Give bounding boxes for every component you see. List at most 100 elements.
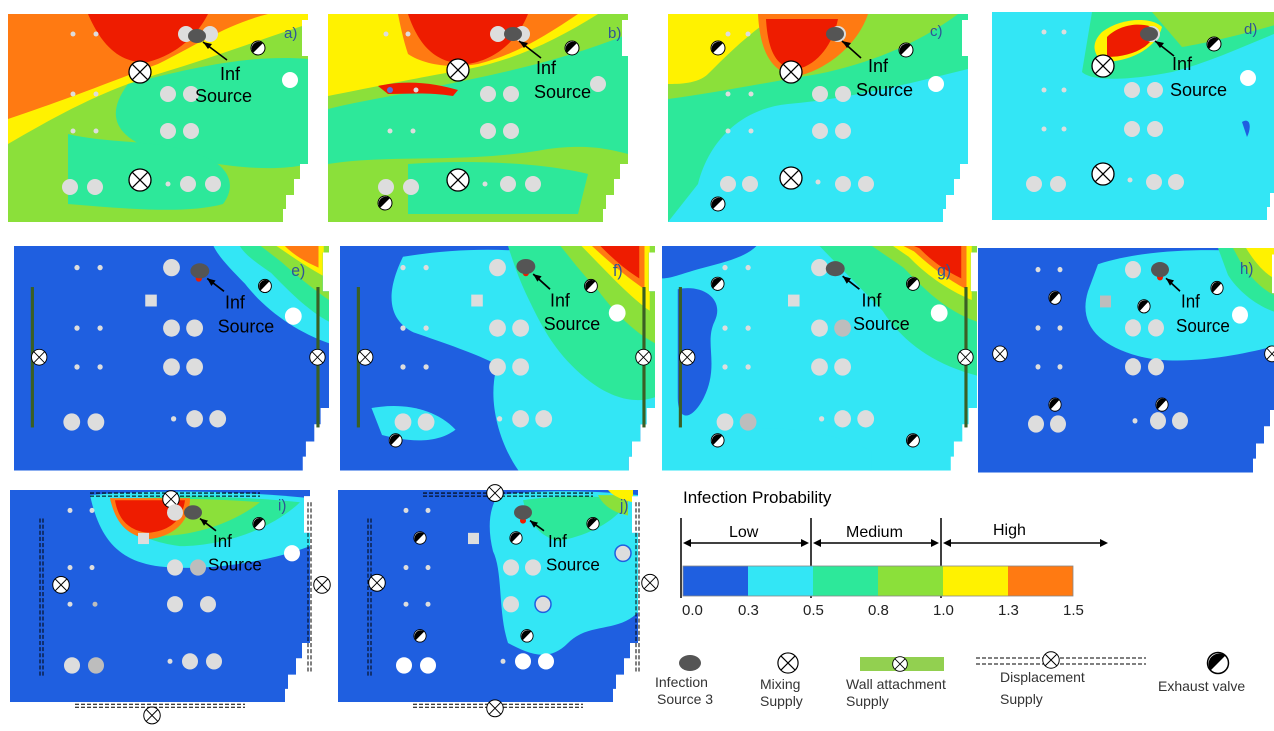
infection-source-icon xyxy=(514,505,532,520)
exhaust-valve-icon xyxy=(564,40,580,56)
legend-wall-line1: Wall attachment xyxy=(846,676,946,692)
colorbar-tick-label: 1.5 xyxy=(1063,602,1084,619)
colorbar-tick-label: 0.3 xyxy=(738,602,759,619)
legend-mixing-line2: Supply xyxy=(760,693,803,709)
source-label-line1: Inf xyxy=(213,531,232,551)
mixing-supply-icon xyxy=(368,573,386,592)
mixing-supply-icon xyxy=(1042,651,1060,669)
source-label-line2: Source xyxy=(544,314,601,334)
colorbar: Infection Probability Low Medium High 0.… xyxy=(680,488,1108,619)
panel-f: Inf Source f) xyxy=(340,246,655,471)
supply-markers xyxy=(63,258,302,431)
mixing-supply-icon xyxy=(992,345,1008,363)
mixing-supply-icon xyxy=(892,656,908,672)
panel-g: Inf Source g) xyxy=(662,246,977,471)
panel-c: Inf Source c) xyxy=(668,14,968,222)
colorbar-title: Infection Probability xyxy=(683,488,832,507)
mixing-supply-icon xyxy=(143,706,161,725)
mixing-supply-icon xyxy=(446,168,470,192)
infection-source-icon xyxy=(190,263,210,279)
panel-label: g) xyxy=(937,263,951,280)
colorbar-cell xyxy=(813,566,878,596)
mixing-supply-icon xyxy=(128,60,152,84)
source-label-line1: Inf xyxy=(1172,54,1193,74)
panel-label: b) xyxy=(608,25,621,42)
exhaust-valve-icon xyxy=(1206,651,1230,675)
infection-source-icon xyxy=(184,505,202,520)
supply-markers xyxy=(394,258,626,431)
exhaust-valve-icon xyxy=(1048,397,1062,412)
contour-map xyxy=(328,14,628,222)
exhaust-valve-icon xyxy=(413,531,427,545)
supply-markers xyxy=(62,26,298,195)
range-arrow-medium xyxy=(813,539,939,547)
panel-j: Inf Source j) xyxy=(338,484,659,718)
contour-map xyxy=(340,246,655,471)
mixing-supply-icon xyxy=(486,699,504,718)
displacement-supply-left xyxy=(367,518,372,676)
source-label-line1: Inf xyxy=(548,531,567,551)
exhaust-valve-icon xyxy=(906,276,920,291)
source-label-line1: Inf xyxy=(225,292,246,312)
source-label-line2: Source xyxy=(853,314,910,334)
displacement-supply-left xyxy=(39,518,44,676)
exhaust-valve-icon xyxy=(584,278,598,294)
panel-label: a) xyxy=(284,25,297,42)
exhaust-valve-icon xyxy=(258,278,272,294)
source-label-line1: Inf xyxy=(550,290,571,310)
infection-source-icon xyxy=(826,27,844,41)
exhaust-valve-icon xyxy=(509,531,523,545)
exhaust-valve-icon xyxy=(377,195,393,211)
exhaust-valve-icon xyxy=(710,276,725,291)
mixing-supply-icon xyxy=(446,58,470,82)
source-label-line1: Inf xyxy=(536,58,557,78)
colorbar-cell xyxy=(1008,566,1073,596)
exhaust-valve-icon xyxy=(413,629,427,643)
legend-displacement: Displacement Supply xyxy=(976,651,1146,707)
colorbar-cell xyxy=(748,566,813,596)
infection-source-icon xyxy=(504,27,522,41)
source-label-line2: Source xyxy=(218,316,275,336)
colorbar-tick-label: 1.3 xyxy=(998,602,1019,619)
exhaust-valve-icon xyxy=(906,433,920,448)
legend-infection-source: Infection Source 3 xyxy=(655,655,713,707)
legend-wall: Wall attachment Supply xyxy=(846,656,946,709)
mixing-supply-icon xyxy=(679,348,696,366)
mixing-supply-icon xyxy=(957,348,974,366)
range-arrow-high xyxy=(943,539,1108,547)
source-label-line2: Source xyxy=(208,554,262,574)
source-label-line2: Source xyxy=(546,554,600,574)
displacement-supply-bottom xyxy=(75,703,245,708)
exhaust-valve-icon xyxy=(252,516,266,531)
exhaust-valve-icon xyxy=(710,40,726,56)
supply-markers xyxy=(396,507,632,674)
legend-wall-line2: Supply xyxy=(846,693,889,709)
exhaust-valve-icon xyxy=(586,516,600,531)
infection-source-icon xyxy=(516,258,536,275)
panel-a: Inf Source a) xyxy=(8,14,308,222)
legend-displacement-line2: Supply xyxy=(1000,691,1043,707)
source-label-line2: Source xyxy=(1176,316,1230,337)
panel-d: Inf Source d) xyxy=(992,12,1274,220)
source-label-line1: Inf xyxy=(1181,291,1200,312)
legend-exhaust: Exhaust valve xyxy=(1158,651,1245,694)
legend-infection-source-line2: Source 3 xyxy=(657,691,713,707)
legend-mixing: Mixing Supply xyxy=(760,652,803,709)
colorbar-tick-label: 0.8 xyxy=(868,602,889,619)
exhaust-valve-icon xyxy=(1210,280,1224,296)
panel-e: Inf Source e) xyxy=(14,246,329,471)
contour-map xyxy=(662,246,977,471)
mixing-supply-icon xyxy=(486,484,504,502)
source-label-line2: Source xyxy=(856,80,913,100)
infection-source-icon xyxy=(825,261,845,277)
mixing-supply-icon xyxy=(357,348,374,366)
source-label-line2: Source xyxy=(1170,80,1227,100)
legend-exhaust-line1: Exhaust valve xyxy=(1158,678,1245,694)
colorbar-ticks: 0.0 0.3 0.5 0.8 1.0 1.3 1.5 xyxy=(682,602,1084,619)
exhaust-valve-icon xyxy=(1048,290,1062,305)
range-label-medium: Medium xyxy=(846,524,903,541)
range-label-low: Low xyxy=(729,524,759,541)
infection-source-icon xyxy=(679,655,701,671)
colorbar-cell xyxy=(878,566,943,596)
